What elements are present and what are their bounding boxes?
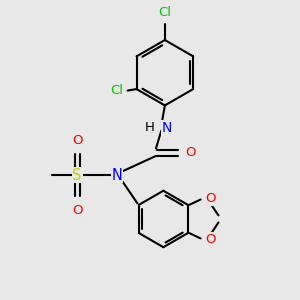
Text: S: S [73, 168, 82, 183]
Text: Cl: Cl [110, 84, 123, 97]
Text: H: H [145, 121, 154, 134]
Text: O: O [72, 134, 83, 147]
Text: O: O [206, 192, 216, 205]
Text: Cl: Cl [158, 6, 171, 19]
Text: O: O [72, 203, 83, 217]
Text: O: O [185, 146, 196, 160]
Text: O: O [206, 233, 216, 246]
Text: N: N [161, 121, 172, 135]
Text: N: N [112, 168, 123, 183]
